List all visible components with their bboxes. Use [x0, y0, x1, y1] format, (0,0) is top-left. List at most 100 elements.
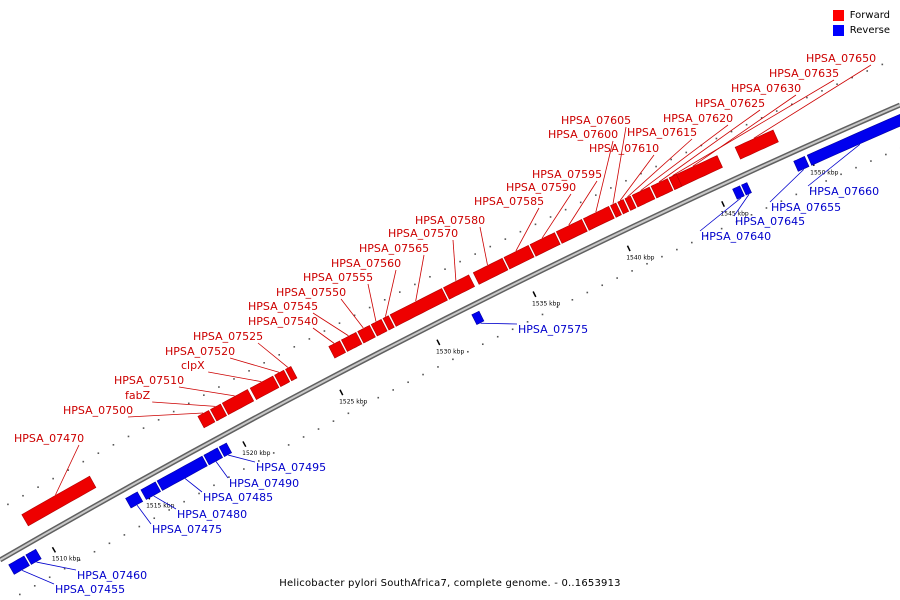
- gene-fabZ[interactable]: [210, 403, 228, 422]
- gene-label-HPSA_07510[interactable]: HPSA_07510: [114, 374, 184, 387]
- gene-HPSA_07525[interactable]: [285, 366, 298, 382]
- gene-clpX[interactable]: [249, 375, 280, 401]
- gene-label-HPSA_07455[interactable]: HPSA_07455: [55, 583, 125, 596]
- gene-label-HPSA_07655[interactable]: HPSA_07655: [771, 201, 841, 214]
- gene-label-HPSA_07605[interactable]: HPSA_07605: [561, 114, 631, 127]
- minor-tick-above: [7, 503, 9, 506]
- gene-HPSA_07475[interactable]: [125, 491, 144, 509]
- minor-tick-below: [108, 542, 111, 545]
- gene-HPSA_07605[interactable]: [610, 202, 622, 218]
- gene-label-HPSA_07635[interactable]: HPSA_07635: [769, 67, 839, 80]
- gene-HPSA_07595[interactable]: [555, 218, 588, 244]
- gene-HPSA_07630[interactable]: [668, 155, 723, 190]
- gene-HPSA_07615[interactable]: [624, 195, 637, 211]
- gene-HPSA_07555[interactable]: [370, 319, 388, 337]
- gene-HPSA_07545[interactable]: [340, 331, 363, 352]
- gene-HPSA_07635[interactable]: [668, 174, 683, 191]
- gene-label-HPSA_07650[interactable]: HPSA_07650: [806, 52, 876, 65]
- gene-HPSA_07610[interactable]: [617, 199, 630, 215]
- gene-label-HPSA_07545[interactable]: HPSA_07545: [248, 300, 318, 313]
- gene-HPSA_07575[interactable]: [471, 310, 485, 326]
- gene-label-HPSA_07620[interactable]: HPSA_07620: [663, 112, 733, 125]
- minor-tick-below: [676, 248, 678, 251]
- gene-label-HPSA_07470[interactable]: HPSA_07470: [14, 432, 84, 445]
- leader-HPSA_07525: [257, 342, 289, 368]
- gene-label-HPSA_07485[interactable]: HPSA_07485: [203, 491, 273, 504]
- gene-label-HPSA_07585[interactable]: HPSA_07585: [474, 195, 544, 208]
- legend-forward-label: Forward: [849, 10, 890, 21]
- gene-label-HPSA_07540[interactable]: HPSA_07540: [248, 315, 318, 328]
- gene-label-HPSA_07460[interactable]: HPSA_07460: [77, 569, 147, 582]
- leader-HPSA_07575: [480, 322, 518, 325]
- gene-label-HPSA_07590[interactable]: HPSA_07590: [506, 181, 576, 194]
- gene-label-HPSA_07615[interactable]: HPSA_07615: [627, 126, 697, 139]
- gene-label-HPSA_07480[interactable]: HPSA_07480: [177, 508, 247, 521]
- gene-HPSA_07495[interactable]: [218, 442, 233, 458]
- gene-label-HPSA_07495[interactable]: HPSA_07495: [256, 461, 326, 474]
- gene-label-HPSA_07600[interactable]: HPSA_07600: [548, 128, 618, 141]
- gene-HPSA_07460[interactable]: [25, 548, 42, 565]
- gene-HPSA_07520[interactable]: [274, 369, 291, 387]
- gene-HPSA_07585[interactable]: [503, 244, 535, 270]
- gene-label-HPSA_07475[interactable]: HPSA_07475: [152, 523, 222, 536]
- gene-label-HPSA_07645[interactable]: HPSA_07645: [735, 215, 805, 228]
- minor-tick-above: [610, 187, 612, 189]
- gene-label-HPSA_07520[interactable]: HPSA_07520: [165, 345, 235, 358]
- gene-HPSA_07570[interactable]: [443, 274, 476, 300]
- gene-label-HPSA_07575[interactable]: HPSA_07575: [518, 323, 588, 336]
- gene-HPSA_07620[interactable]: [631, 186, 656, 208]
- gene-HPSA_07645[interactable]: [741, 182, 752, 196]
- gene-label-HPSA_07560[interactable]: HPSA_07560: [331, 257, 401, 270]
- minor-tick-below: [825, 180, 827, 182]
- gene-label-fabZ[interactable]: fabZ: [125, 389, 151, 402]
- leader-HPSA_07595: [568, 180, 598, 226]
- gene-HPSA_07655[interactable]: [793, 156, 810, 172]
- gene-label-HPSA_07630[interactable]: HPSA_07630: [731, 82, 801, 95]
- gene-HPSA_07455[interactable]: [8, 555, 30, 575]
- gene-HPSA_07550[interactable]: [357, 324, 376, 344]
- gene-HPSA_07590[interactable]: [529, 232, 561, 257]
- gene-label-HPSA_07565[interactable]: HPSA_07565: [359, 242, 429, 255]
- gene-label-clpX[interactable]: clpX: [181, 359, 205, 372]
- minor-tick-below: [586, 291, 589, 294]
- gene-HPSA_07540[interactable]: [328, 340, 347, 359]
- gene-HPSA_07470[interactable]: [21, 475, 97, 527]
- minor-tick-below: [198, 492, 200, 495]
- gene-HPSA_07490[interactable]: [203, 447, 224, 466]
- gene-label-HPSA_07500[interactable]: HPSA_07500: [63, 404, 133, 417]
- gene-HPSA_07510[interactable]: [221, 389, 255, 416]
- gene-HPSA_07650[interactable]: [734, 129, 779, 160]
- minor-tick-above: [594, 194, 597, 196]
- minor-tick-above: [474, 253, 476, 255]
- minor-tick-above: [398, 291, 401, 293]
- gene-HPSA_07580[interactable]: [472, 257, 509, 285]
- gene-HPSA_07500[interactable]: [197, 410, 216, 429]
- gene-HPSA_07625[interactable]: [650, 178, 674, 199]
- minor-tick-below: [78, 559, 81, 562]
- gene-HPSA_07480[interactable]: [140, 481, 162, 500]
- gene-label-HPSA_07640[interactable]: HPSA_07640: [701, 230, 771, 243]
- gene-label-HPSA_07490[interactable]: HPSA_07490: [229, 477, 299, 490]
- gene-label-HPSA_07550[interactable]: HPSA_07550: [276, 286, 346, 299]
- gene-label-HPSA_07625[interactable]: HPSA_07625: [695, 97, 765, 110]
- minor-tick-above: [353, 314, 356, 317]
- gene-label-HPSA_07525[interactable]: HPSA_07525: [193, 330, 263, 343]
- minor-tick-below: [213, 484, 215, 487]
- gene-label-HPSA_07595[interactable]: HPSA_07595: [532, 168, 602, 181]
- scale-tick: [436, 339, 441, 346]
- gene-HPSA_07640[interactable]: [732, 185, 745, 200]
- legend-reverse: Reverse: [832, 23, 890, 38]
- gene-label-HPSA_07570[interactable]: HPSA_07570: [388, 227, 458, 240]
- minor-tick-above: [323, 330, 326, 332]
- gene-HPSA_07600[interactable]: [582, 206, 615, 231]
- gene-label-HPSA_07610[interactable]: HPSA_07610: [589, 142, 659, 155]
- gene-label-HPSA_07555[interactable]: HPSA_07555: [303, 271, 373, 284]
- minor-tick-below: [33, 585, 36, 587]
- gene-HPSA_07560[interactable]: [382, 315, 395, 331]
- gene-HPSA_07485[interactable]: [156, 455, 208, 491]
- gene-HPSA_07565[interactable]: [389, 288, 448, 327]
- leader-HPSA_07605: [612, 126, 627, 204]
- gene-label-HPSA_07580[interactable]: HPSA_07580: [415, 214, 485, 227]
- gene-HPSA_07660[interactable]: [806, 113, 900, 166]
- gene-label-HPSA_07660[interactable]: HPSA_07660: [809, 185, 879, 198]
